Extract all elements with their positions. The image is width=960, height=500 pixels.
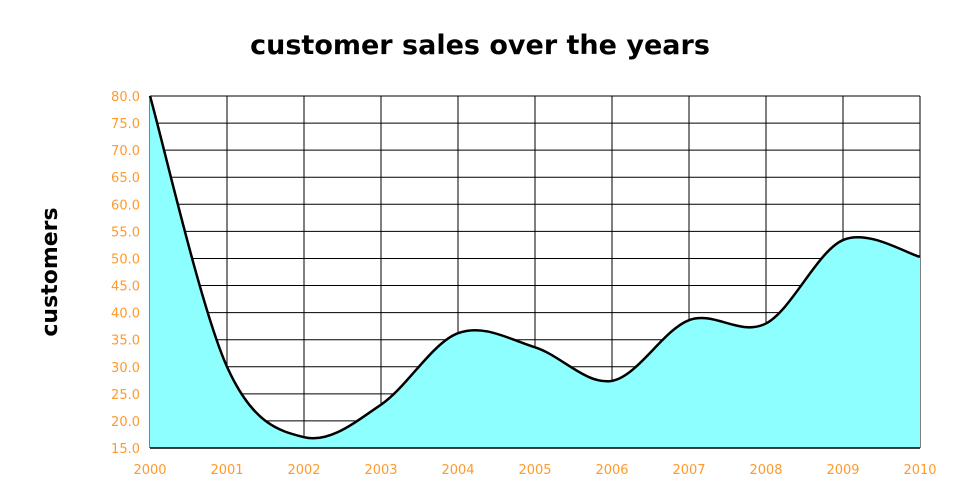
x-tick-label: 2008 xyxy=(749,463,782,478)
x-tick-label: 2010 xyxy=(903,463,936,478)
y-axis-label: customers xyxy=(38,207,63,336)
chart-title: customer sales over the years xyxy=(250,30,710,61)
y-tick-label: 80.0 xyxy=(111,90,140,105)
x-tick-label: 2002 xyxy=(287,463,320,478)
x-tick-label: 2001 xyxy=(210,463,243,478)
x-ticks: 2000 2001 2002 2003 2004 2005 2006 2007 2008 2009… xyxy=(133,463,936,478)
x-tick-label: 2007 xyxy=(672,463,705,478)
y-tick-label: 15.0 xyxy=(111,442,140,457)
y-tick-label: 55.0 xyxy=(111,225,140,240)
x-tick-label: 2004 xyxy=(441,463,474,478)
y-tick-label: 30.0 xyxy=(111,361,140,376)
x-tick-label: 2000 xyxy=(133,463,166,478)
y-tick-label: 50.0 xyxy=(111,252,140,267)
y-tick-label: 65.0 xyxy=(111,171,140,186)
x-tick-label: 2009 xyxy=(826,463,859,478)
area-series xyxy=(148,95,921,449)
y-tick-label: 45.0 xyxy=(111,280,140,295)
series-line xyxy=(148,95,921,440)
y-tick-label: 25.0 xyxy=(111,388,140,403)
y-ticks: 15.0 20.0 25.0 30.0 35.0 40.0 45.0 50.0 55.0 60.0… xyxy=(111,90,140,457)
y-tick-label: 35.0 xyxy=(111,334,140,349)
x-tick-label: 2006 xyxy=(595,463,628,478)
x-tick-label: 2003 xyxy=(364,463,397,478)
y-tick-label: 60.0 xyxy=(111,198,140,213)
y-tick-label: 70.0 xyxy=(111,144,140,159)
y-tick-label: 20.0 xyxy=(111,415,140,430)
y-tick-label: 40.0 xyxy=(111,307,140,322)
x-tick-label: 2005 xyxy=(518,463,551,478)
y-tick-label: 75.0 xyxy=(111,117,140,132)
area-fill xyxy=(150,96,920,448)
